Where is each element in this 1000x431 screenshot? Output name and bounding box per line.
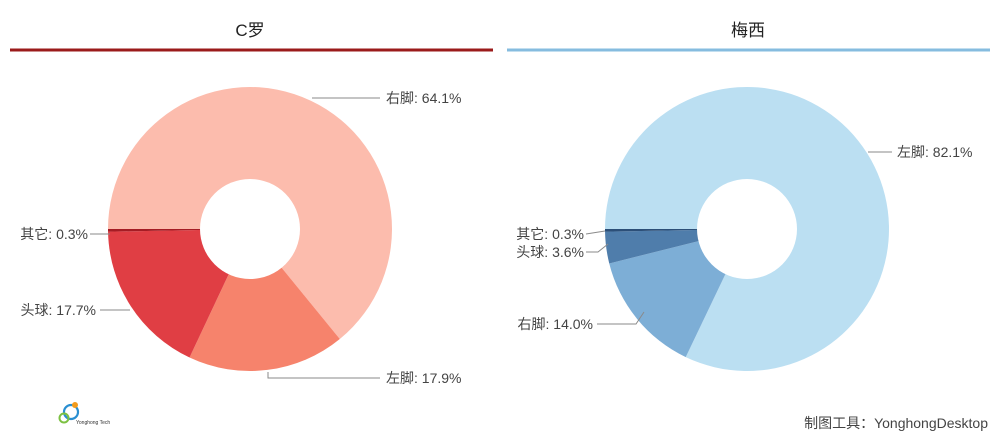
- leader-messi-header: [586, 243, 609, 253]
- chart-messi: 梅西 左脚: 82.1% 右脚: 14.0% 头球: 3.6% 其它: 0.3%: [507, 21, 990, 371]
- callout-messi-header: 头球: 3.6%: [516, 244, 584, 260]
- leader-messi-other: [585, 230, 606, 235]
- callout-cristiano-header: 头球: 17.7%: [21, 302, 96, 318]
- chart-cristiano: C罗 右脚: 64.1% 左脚: 17.9% 头球: 17.7% 其它: 0.3…: [10, 21, 493, 386]
- callout-cristiano-left-foot: 左脚: 17.9%: [386, 370, 461, 386]
- chart-title-cristiano: C罗: [235, 21, 264, 40]
- callout-messi-other: 其它: 0.3%: [516, 226, 584, 242]
- donut-hole-cristiano: [200, 179, 300, 279]
- logo-ring-blue: [62, 403, 80, 421]
- leader-cristiano-left-foot: [267, 372, 380, 379]
- pie-slice-cristiano-1: [189, 229, 340, 372]
- callout-messi-right-foot: 右脚: 14.0%: [518, 316, 593, 332]
- donut-hole-messi: [697, 179, 797, 279]
- logo-ring-green: [58, 412, 70, 424]
- logo-text: Yonghong Tech: [76, 420, 110, 426]
- callout-cristiano-right-foot: 右脚: 64.1%: [386, 90, 461, 106]
- chart-title-messi: 梅西: [731, 21, 765, 40]
- leader-messi-right-foot: [597, 311, 645, 325]
- callout-messi-left-foot: 左脚: 82.1%: [897, 144, 972, 160]
- footer-tool-label: 制图工具：YonghongDesktop: [804, 415, 988, 431]
- logo-dot-orange: [72, 402, 78, 408]
- footer-logo: Yonghong Tech: [58, 402, 110, 426]
- callout-cristiano-other: 其它: 0.3%: [20, 226, 88, 242]
